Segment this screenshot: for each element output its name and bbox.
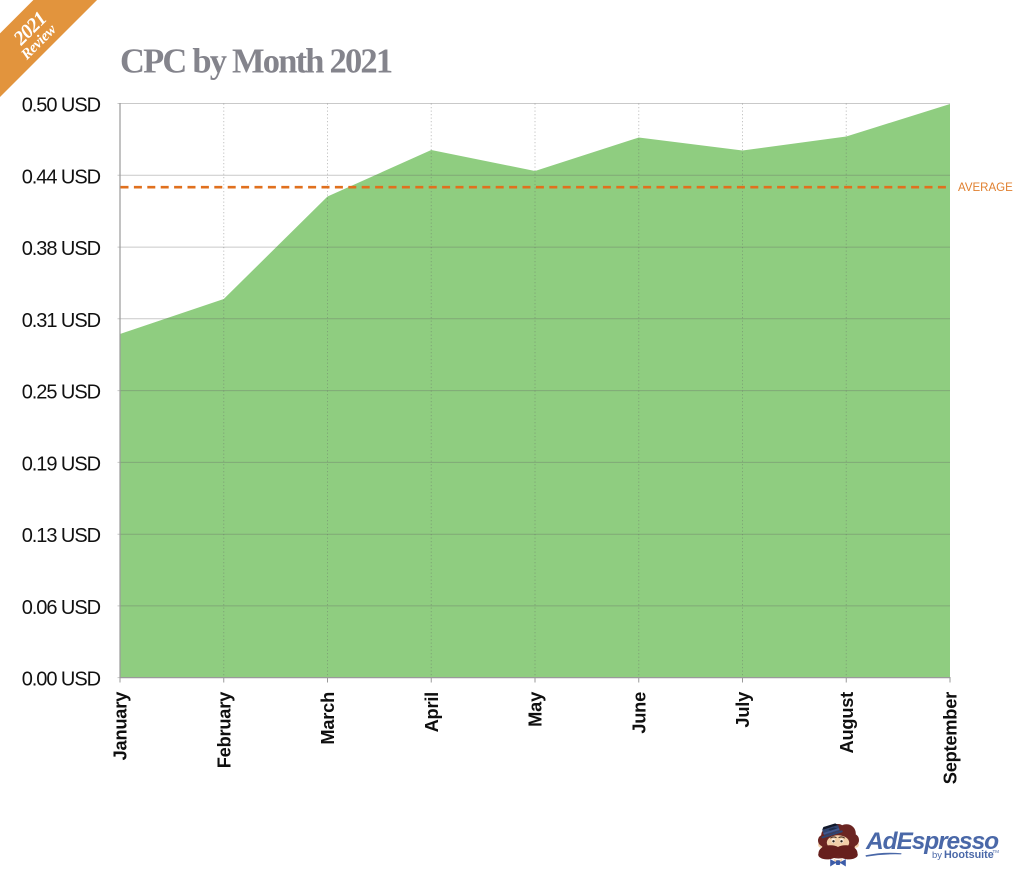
- svg-text:February: February: [213, 691, 234, 768]
- svg-text:AVERAGE: AVERAGE: [958, 182, 1013, 194]
- svg-text:0.50 USD: 0.50 USD: [22, 95, 101, 117]
- svg-text:September: September: [940, 692, 961, 784]
- svg-text:June: June: [628, 692, 649, 734]
- svg-text:TM: TM: [993, 849, 1000, 854]
- svg-text:Hootsuite: Hootsuite: [944, 849, 994, 861]
- svg-text:0.25 USD: 0.25 USD: [22, 382, 101, 404]
- svg-text:CPC by Month 2021: CPC by Month 2021: [120, 43, 392, 81]
- svg-text:by: by: [932, 850, 942, 861]
- svg-text:AdEspresso: AdEspresso: [865, 828, 999, 855]
- svg-text:April: April: [421, 692, 442, 732]
- svg-text:January: January: [110, 691, 131, 760]
- svg-text:0.44 USD: 0.44 USD: [22, 166, 101, 188]
- svg-text:0.06 USD: 0.06 USD: [22, 597, 101, 619]
- svg-text:May: May: [525, 691, 546, 727]
- svg-text:March: March: [317, 692, 338, 745]
- svg-text:0.19 USD: 0.19 USD: [22, 453, 101, 475]
- svg-text:August: August: [836, 692, 857, 754]
- svg-text:July: July: [732, 691, 753, 728]
- svg-text:0.00 USD: 0.00 USD: [22, 669, 101, 691]
- svg-text:0.31 USD: 0.31 USD: [22, 310, 101, 332]
- svg-text:0.13 USD: 0.13 USD: [22, 525, 101, 547]
- svg-text:0.38 USD: 0.38 USD: [22, 238, 101, 260]
